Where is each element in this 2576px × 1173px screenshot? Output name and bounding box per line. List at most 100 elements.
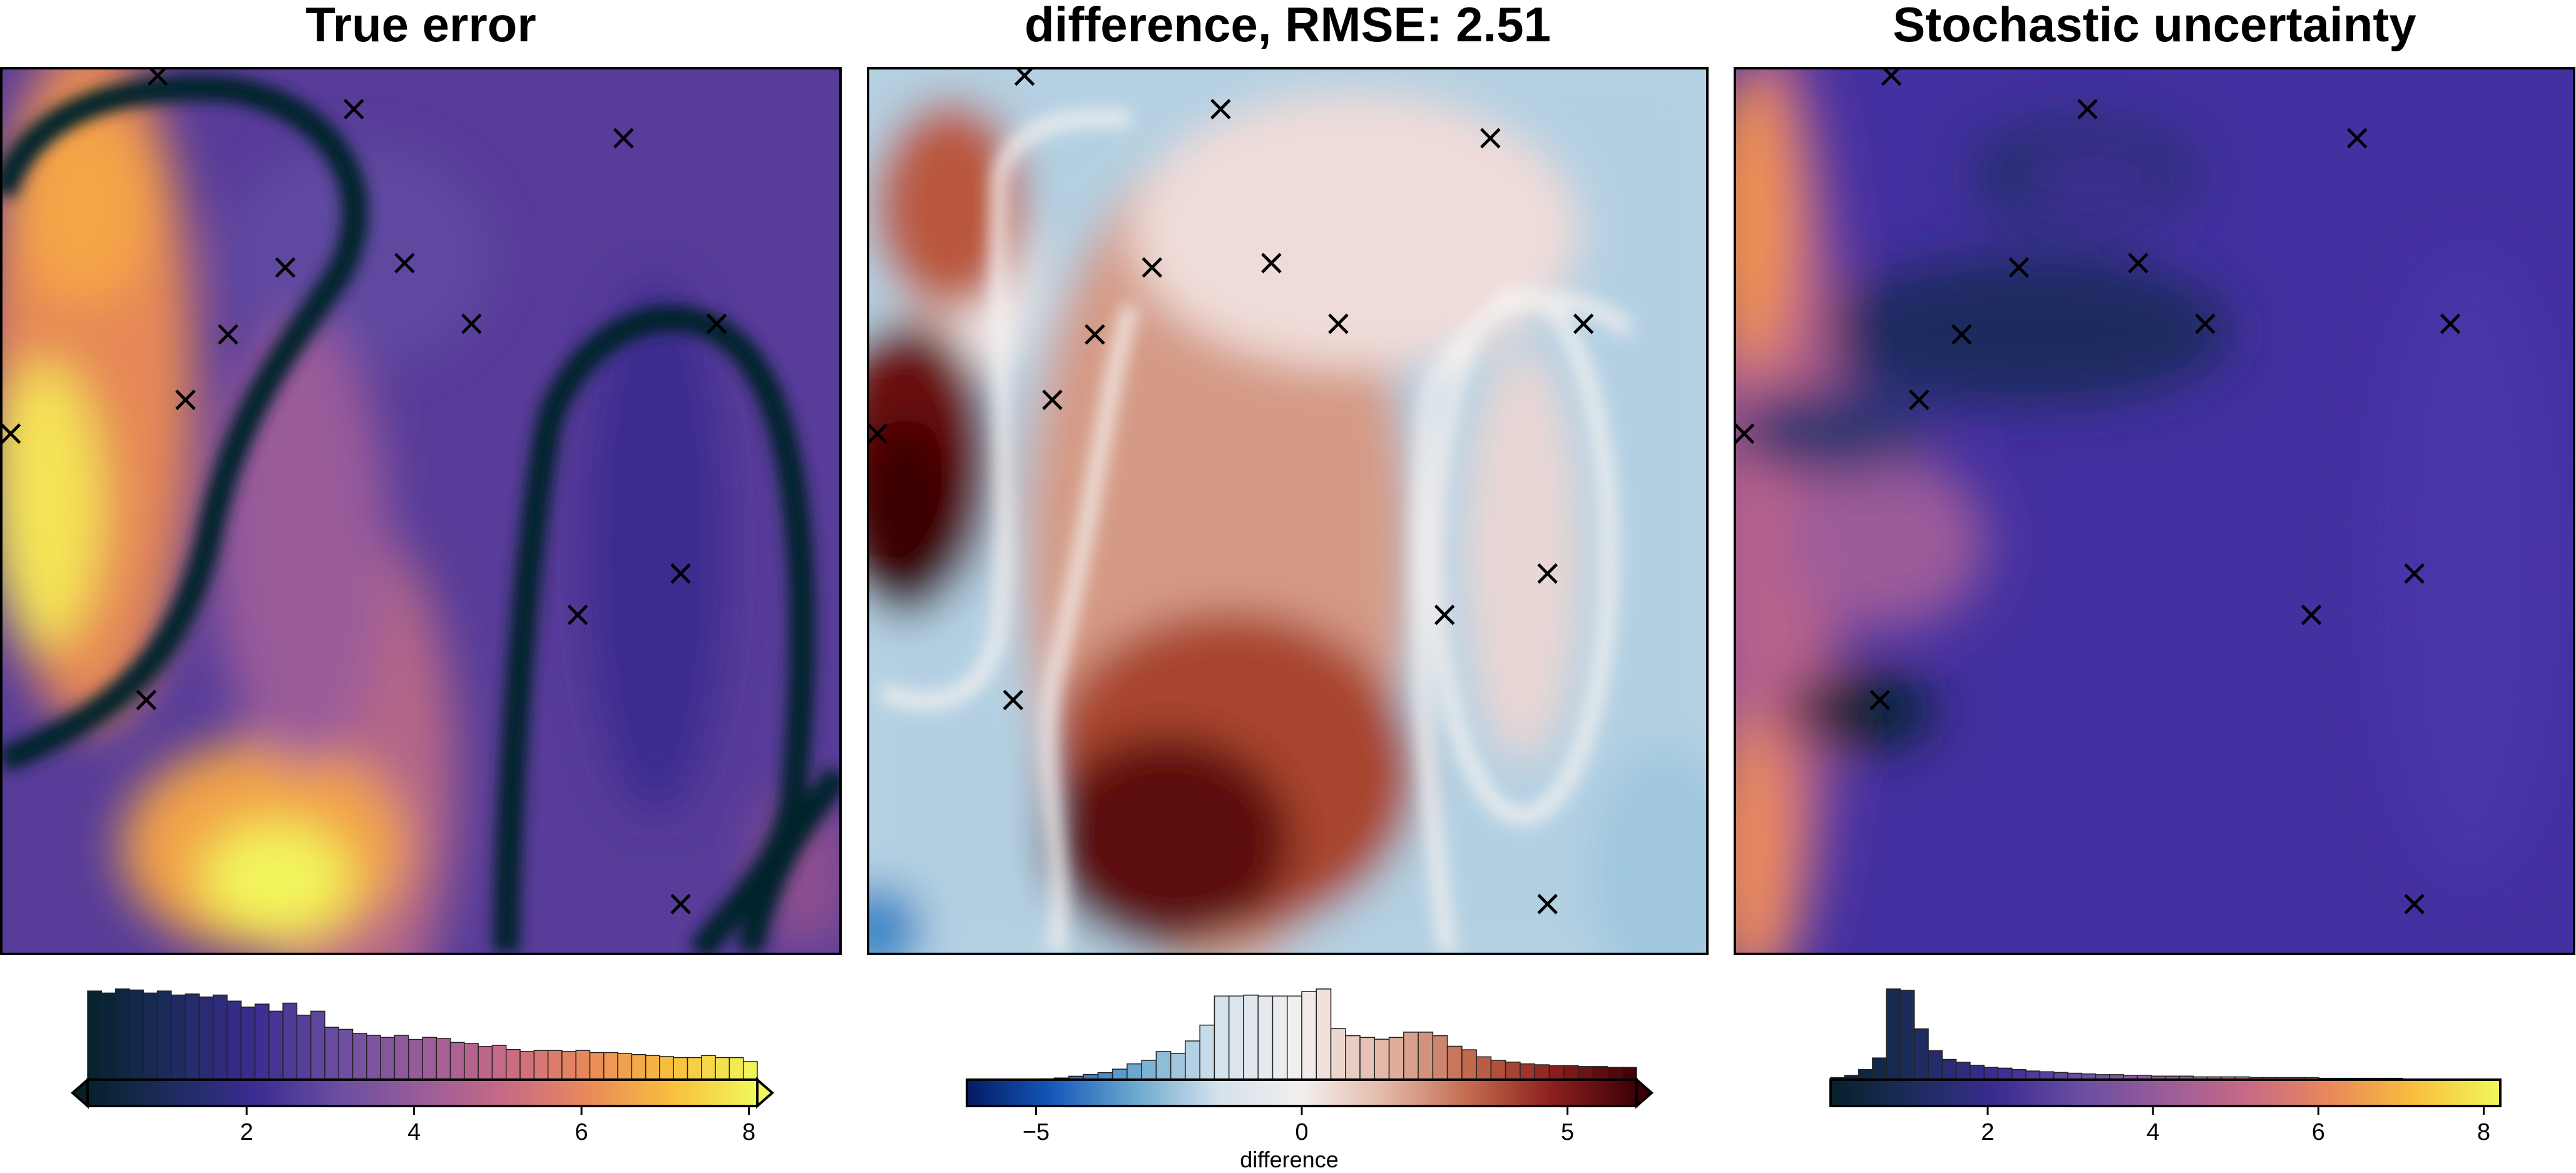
- colorbar-segment: [717, 1080, 721, 1106]
- colorbar-segment: [519, 1080, 524, 1106]
- histogram-bar: [464, 1043, 479, 1080]
- colorbar-tick-label: 0: [1295, 1119, 1308, 1145]
- colorbar-segment: [396, 1080, 400, 1106]
- colorbar-segment: [1060, 1080, 1065, 1106]
- stochastic-uncertainty-colorbar: 2 4 6 8: [1812, 976, 2519, 1167]
- colorbar-segment: [124, 1080, 128, 1106]
- sample-marker: ×: [1475, 116, 1505, 158]
- colorbar-segment: [1077, 1080, 1081, 1106]
- colorbar-segment: [2353, 1080, 2357, 1106]
- colorbar-segment: [687, 1080, 691, 1106]
- histogram-bar: [1970, 1065, 1985, 1080]
- colorbar-segment: [1335, 1080, 1339, 1106]
- colorbar-segment: [2493, 1080, 2498, 1106]
- colorbar-segment: [990, 1080, 994, 1106]
- colorbar-segment: [325, 1080, 329, 1106]
- histogram-bar: [701, 1055, 716, 1080]
- colorbar-segment: [2266, 1080, 2270, 1106]
- colorbar-segment: [2098, 1080, 2103, 1106]
- colorbar-tick-label: 4: [2147, 1119, 2160, 1145]
- colorbar-segment: [1245, 1080, 1249, 1106]
- histogram-bar: [547, 1050, 563, 1080]
- colorbar-segment: [754, 1080, 758, 1106]
- colorbar-segment: [2065, 1080, 2069, 1106]
- colorbar-segment: [372, 1080, 376, 1106]
- true-error-markers: ×××××××××××××××: [3, 69, 732, 924]
- colorbar-segment: [2456, 1080, 2461, 1106]
- histogram-bar: [1520, 1063, 1535, 1080]
- colorbar-segment: [707, 1080, 711, 1106]
- colorbar-segment: [2326, 1080, 2330, 1106]
- colorbar-tick-label: 8: [742, 1119, 755, 1145]
- colorbar-segment: [248, 1080, 252, 1106]
- colorbar-segment: [1988, 1080, 1992, 1106]
- colorbar-segment: [740, 1080, 745, 1106]
- colorbar-extend-min: [70, 1077, 89, 1109]
- colorbar-segment: [2443, 1080, 2448, 1106]
- colorbar-segment: [2038, 1080, 2042, 1106]
- histogram-bar: [282, 1002, 298, 1080]
- colorbar-segment: [98, 1080, 102, 1106]
- colorbar-segment: [626, 1080, 631, 1106]
- colorbar-segment: [409, 1080, 413, 1106]
- colorbar-segment: [1887, 1080, 1892, 1106]
- colorbar-segment: [2476, 1080, 2481, 1106]
- histogram-bar: [1563, 1065, 1579, 1080]
- colorbar-segment: [1898, 1080, 1902, 1106]
- colorbar-segment: [2082, 1080, 2086, 1106]
- colorbar-segment: [134, 1080, 139, 1106]
- colorbar-segment: [2389, 1080, 2394, 1106]
- colorbar-segment: [155, 1080, 159, 1106]
- colorbar-segment: [315, 1080, 319, 1106]
- sample-marker: ×: [666, 551, 696, 594]
- colorbar-segment: [2142, 1080, 2146, 1106]
- colorbar-segment: [1486, 1080, 1490, 1106]
- colorbar-segment: [2259, 1080, 2263, 1106]
- colorbar-segment: [1944, 1080, 1949, 1106]
- colorbar-segment: [1255, 1080, 1259, 1106]
- colorbar-segment: [1412, 1080, 1416, 1106]
- colorbar-segment: [493, 1080, 497, 1106]
- colorbar-segment: [506, 1080, 510, 1106]
- colorbar-segment: [489, 1080, 494, 1106]
- sample-marker: ×: [563, 592, 593, 635]
- colorbar-segment: [232, 1080, 236, 1106]
- sample-marker: ×: [339, 87, 369, 130]
- colorbar-segment: [2092, 1080, 2096, 1106]
- colorbar-segment: [529, 1080, 534, 1106]
- colorbar-segment: [553, 1080, 557, 1106]
- histogram-bar: [115, 988, 130, 1080]
- colorbar-segment: [2122, 1080, 2126, 1106]
- histogram-bar: [156, 990, 172, 1080]
- histogram-bar: [1432, 1035, 1448, 1080]
- colorbar-segment: [1556, 1080, 1560, 1106]
- colorbar-segment: [1526, 1080, 1530, 1106]
- colorbar-segment: [1861, 1080, 1865, 1106]
- colorbar-segment: [2466, 1080, 2471, 1106]
- colorbar-segment: [1425, 1080, 1430, 1106]
- difference-axis-label: difference: [1240, 1147, 1339, 1172]
- histogram-bar: [1955, 1062, 1971, 1080]
- colorbar-segment: [2108, 1080, 2113, 1106]
- colorbar-segment: [479, 1080, 484, 1106]
- histogram-bar: [659, 1056, 674, 1080]
- colorbar-segment: [2132, 1080, 2136, 1106]
- colorbar-segment: [1509, 1080, 1513, 1106]
- colorbar-segment: [1941, 1080, 1945, 1106]
- colorbar-segment: [1881, 1080, 1885, 1106]
- colorbar-segment: [1057, 1080, 1061, 1106]
- colorbar-segment: [2349, 1080, 2354, 1106]
- colorbar-segment: [1017, 1080, 1021, 1106]
- colorbar-segment: [2165, 1080, 2170, 1106]
- colorbar-segment: [1298, 1080, 1302, 1106]
- colorbar-segment: [422, 1080, 427, 1106]
- histogram-bar: [268, 1010, 284, 1080]
- colorbar-segment: [573, 1080, 577, 1106]
- colorbar-segment: [1968, 1080, 1972, 1106]
- colorbar-segment: [1492, 1080, 1497, 1106]
- colorbar-segment: [1003, 1080, 1008, 1106]
- colorbar-segment: [496, 1080, 500, 1106]
- colorbar-extend-max: [756, 1077, 775, 1109]
- colorbar-segment: [1211, 1080, 1215, 1106]
- colorbar-segment: [1235, 1080, 1239, 1106]
